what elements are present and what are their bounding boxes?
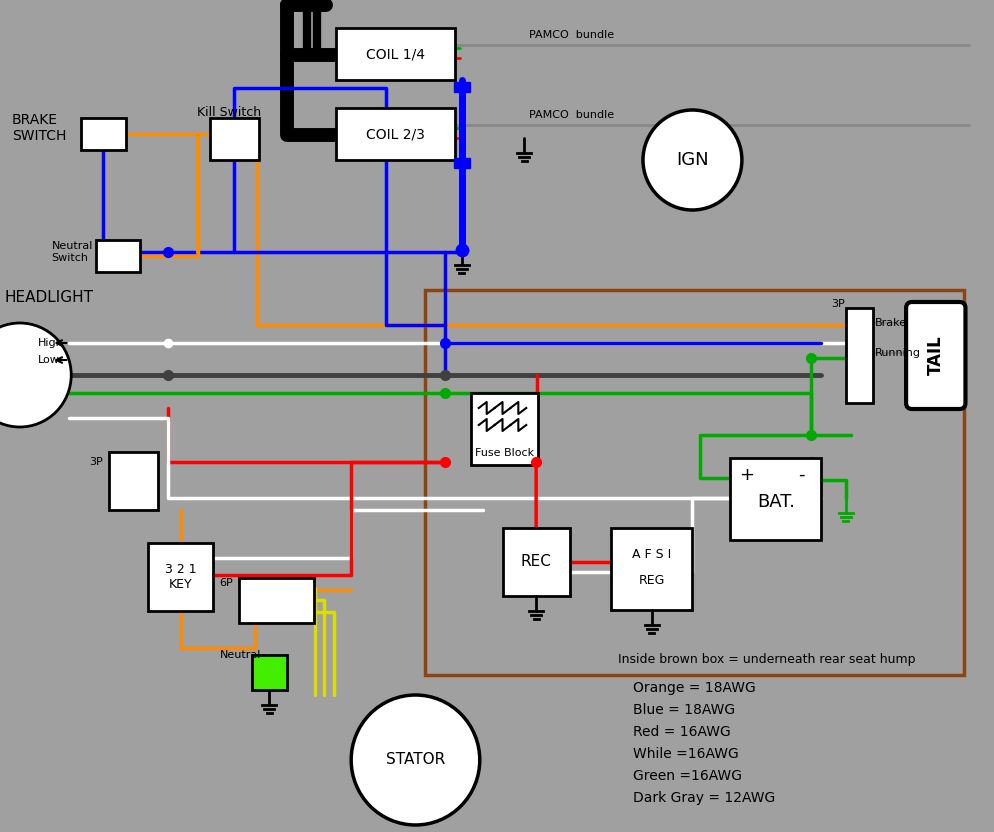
Text: COIL 2/3: COIL 2/3	[366, 127, 424, 141]
Text: BAT.: BAT.	[756, 493, 795, 511]
Text: TAIL: TAIL	[925, 335, 944, 375]
Text: HEADLIGHT: HEADLIGHT	[5, 290, 93, 305]
Text: REG: REG	[638, 573, 664, 587]
Bar	[240, 578, 313, 623]
Bar	[82, 118, 125, 150]
Text: REC: REC	[520, 554, 551, 569]
Bar	[95, 240, 140, 272]
Text: 3P: 3P	[88, 457, 102, 467]
Bar	[453, 158, 469, 168]
Text: STATOR: STATOR	[386, 752, 444, 767]
Text: While =16AWG: While =16AWG	[632, 747, 739, 761]
Bar	[108, 452, 158, 510]
Text: BRAKE
SWITCH: BRAKE SWITCH	[12, 113, 67, 143]
Text: Green =16AWG: Green =16AWG	[632, 769, 742, 783]
Text: 6P: 6P	[220, 578, 234, 588]
Text: Neutral: Neutral	[220, 650, 260, 660]
Bar	[470, 393, 538, 465]
Text: 3P: 3P	[830, 299, 844, 309]
Bar	[336, 108, 454, 160]
Bar	[730, 458, 820, 540]
Text: Low: Low	[38, 355, 60, 365]
Bar	[453, 82, 469, 92]
Text: PAMCO  bundle: PAMCO bundle	[529, 110, 613, 120]
Text: Dark Gray = 12AWG: Dark Gray = 12AWG	[632, 791, 774, 805]
Bar	[210, 118, 258, 160]
Bar	[424, 290, 963, 675]
Bar	[845, 308, 873, 403]
Text: PAMCO  bundle: PAMCO bundle	[529, 30, 613, 40]
Circle shape	[351, 695, 479, 825]
Text: Blue = 18AWG: Blue = 18AWG	[632, 703, 735, 717]
Text: Inside brown box = underneath rear seat hump: Inside brown box = underneath rear seat …	[617, 653, 914, 666]
Text: High: High	[38, 338, 64, 348]
Bar	[336, 28, 454, 80]
Text: Neutral
Switch: Neutral Switch	[52, 241, 92, 263]
Text: COIL 1/4: COIL 1/4	[366, 47, 424, 61]
Text: Orange = 18AWG: Orange = 18AWG	[632, 681, 755, 695]
Text: IGN: IGN	[676, 151, 708, 169]
Circle shape	[642, 110, 742, 210]
Text: Fuse Block: Fuse Block	[474, 448, 534, 458]
FancyBboxPatch shape	[906, 302, 964, 409]
Text: +: +	[739, 466, 753, 484]
Text: Kill Switch: Kill Switch	[197, 106, 261, 118]
Bar	[502, 528, 570, 596]
Text: 3 2 1
KEY: 3 2 1 KEY	[165, 563, 196, 591]
Text: Brake: Brake	[874, 318, 906, 328]
Text: -: -	[797, 466, 804, 484]
Text: Red = 16AWG: Red = 16AWG	[632, 725, 731, 739]
Text: A F S I: A F S I	[631, 547, 671, 561]
Bar	[148, 543, 213, 611]
Circle shape	[0, 323, 72, 427]
Bar	[610, 528, 692, 610]
Text: Running: Running	[874, 348, 919, 358]
Bar	[252, 655, 286, 690]
